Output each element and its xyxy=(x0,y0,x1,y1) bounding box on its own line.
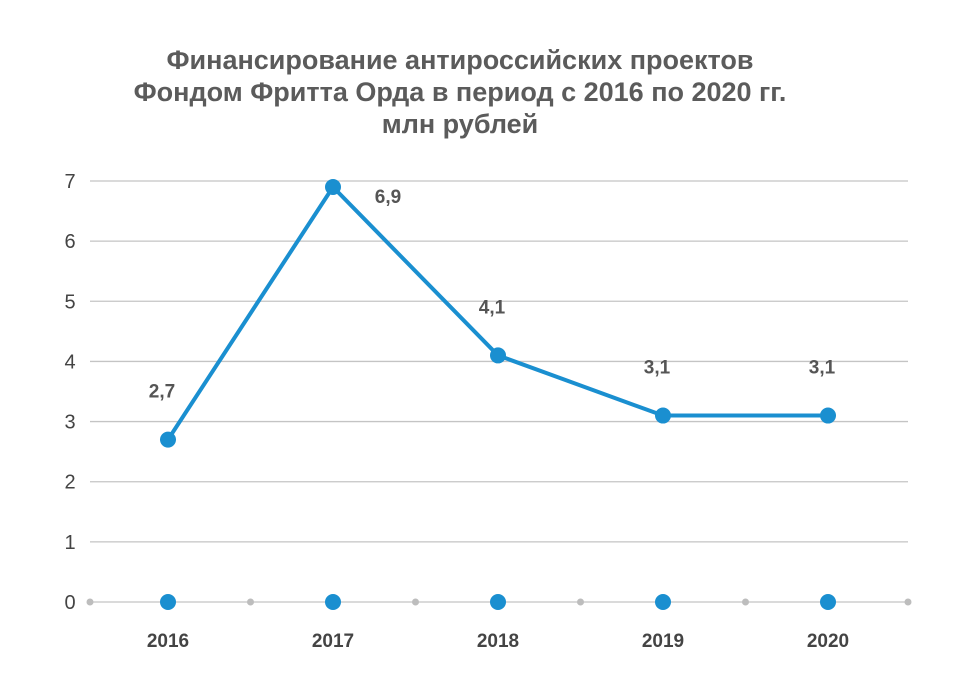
chart-title-line-1: Финансирование антироссийских проектов xyxy=(166,45,754,75)
data-label-2019: 3,1 xyxy=(644,358,671,379)
baseline-markers xyxy=(160,594,836,610)
y-tick-label-7: 7 xyxy=(64,171,75,193)
data-point-2019 xyxy=(655,407,671,424)
y-tick-label-2: 2 xyxy=(64,472,75,494)
x-tick-label-2019: 2019 xyxy=(642,631,684,652)
x-axis-labels: 2016 2017 2018 2019 2020 xyxy=(147,631,849,652)
x-axis-tick-dot xyxy=(412,598,419,606)
data-labels: 2,7 6,9 4,1 3,1 3,1 xyxy=(149,187,836,403)
chart-title-line-2: Фондом Фритта Орда в период с 2016 по 20… xyxy=(133,77,787,107)
baseline-marker-2019 xyxy=(655,594,671,610)
y-tick-label-4: 4 xyxy=(64,351,75,373)
y-tick-label-0: 0 xyxy=(64,592,75,614)
series xyxy=(160,179,836,448)
y-tick-label-5: 5 xyxy=(64,291,75,313)
baseline-marker-2016 xyxy=(160,594,176,610)
data-point-2020 xyxy=(820,407,836,424)
y-axis-ticks: 0 1 2 3 4 5 6 7 xyxy=(64,171,75,614)
y-tick-label-3: 3 xyxy=(64,412,75,434)
data-point-2017 xyxy=(325,179,341,196)
x-tick-label-2017: 2017 xyxy=(312,631,354,652)
x-axis-tick-dot xyxy=(577,598,584,606)
chart-title: Финансирование антироссийских проектов Ф… xyxy=(40,44,880,140)
x-axis-tick-dot xyxy=(86,598,94,606)
data-label-2017: 6,9 xyxy=(375,187,401,208)
chart-title-line-3: млн рублей xyxy=(381,109,539,139)
data-point-2016 xyxy=(160,431,176,448)
x-axis-tick-dot xyxy=(904,598,912,606)
baseline-marker-2020 xyxy=(820,594,836,610)
x-axis-tick-dot xyxy=(247,598,254,606)
x-tick-label-2020: 2020 xyxy=(807,631,849,652)
x-tick-label-2018: 2018 xyxy=(477,631,519,652)
y-tick-label-6: 6 xyxy=(64,231,75,253)
data-point-2018 xyxy=(490,347,506,364)
x-tick-label-2016: 2016 xyxy=(147,631,189,652)
baseline-marker-2018 xyxy=(490,594,506,610)
x-axis-tick-dot xyxy=(742,598,749,606)
data-label-2018: 4,1 xyxy=(479,297,506,318)
baseline-marker-2017 xyxy=(325,594,341,610)
y-tick-label-1: 1 xyxy=(64,532,75,554)
data-label-2020: 3,1 xyxy=(809,358,836,379)
data-label-2016: 2,7 xyxy=(149,382,175,403)
